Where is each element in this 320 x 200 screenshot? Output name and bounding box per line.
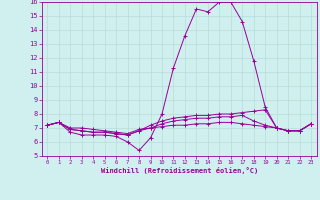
X-axis label: Windchill (Refroidissement éolien,°C): Windchill (Refroidissement éolien,°C) — [100, 167, 258, 174]
